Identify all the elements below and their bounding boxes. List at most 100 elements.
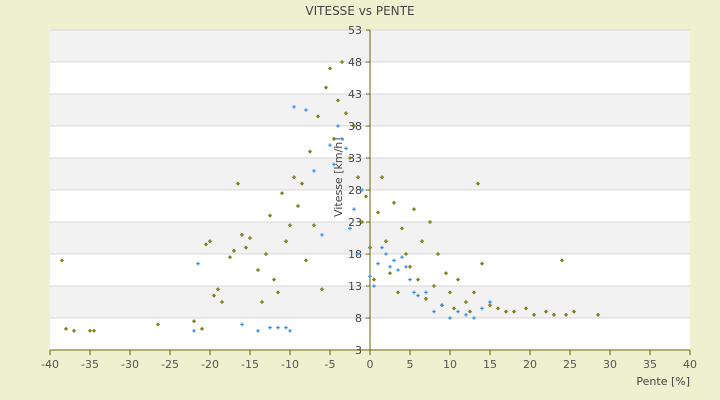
data-point [403,251,409,257]
data-point [331,136,337,141]
data-point [284,325,288,330]
chart-title: VITESSE vs PENTE [305,4,414,18]
data-point [472,316,476,320]
y-tick-label: 33 [348,152,362,165]
data-point [87,328,93,333]
data-point [340,137,344,141]
data-point [287,223,293,228]
data-point [407,264,413,269]
data-point [447,290,453,295]
data-point [199,326,205,331]
data-point [259,299,265,305]
data-point [239,232,245,237]
data-point [379,175,385,180]
y-tick-label: 28 [348,184,362,197]
data-point [480,306,484,311]
data-point [328,143,332,147]
data-point [343,111,349,116]
data-point [360,188,364,192]
y-tick-label: 8 [355,312,362,325]
x-tick-label: 40 [683,358,697,371]
data-point [312,169,316,173]
data-point [304,108,308,112]
data-point [231,248,237,253]
data-point [392,258,396,263]
data-point [207,239,213,244]
data-point [463,299,469,305]
data-point [375,210,381,215]
x-tick-label: -35 [81,358,99,371]
data-point [211,293,217,298]
data-point [356,252,360,256]
data-point [400,255,404,259]
x-tick-label: -10 [281,358,299,371]
data-point [59,258,65,263]
data-point [503,309,509,314]
data-point [279,191,285,196]
data-point [443,271,449,276]
data-point [191,319,197,324]
data-point [323,85,329,90]
data-point [363,194,369,199]
data-point [319,287,325,292]
data-point [307,149,313,154]
data-point [283,239,289,244]
data-point [563,312,569,317]
data-point [320,233,324,237]
data-point [243,245,249,250]
x-tick-label: -30 [121,358,139,371]
data-point [288,329,292,333]
data-point [471,290,477,295]
data-point [367,245,373,250]
data-point [495,306,501,311]
y-axis-label: Vitesse [km/h] [332,137,345,217]
data-point [352,207,356,211]
data-point [355,175,361,180]
x-tick-label: -25 [161,358,179,371]
x-tick-label: 5 [407,358,414,371]
data-point [427,219,433,225]
data-point [348,226,352,231]
data-point [408,277,412,282]
data-point [359,219,365,225]
data-point [559,258,565,263]
data-point [376,261,380,266]
x-axis-label: Pente [%] [636,375,690,388]
x-tick-label: 10 [443,358,457,371]
y-tick-label: 43 [348,88,362,101]
data-point [344,146,348,151]
data-point [256,329,260,333]
x-tick-label: -15 [241,358,259,371]
data-point [531,312,537,317]
data-point [235,181,241,186]
data-point [275,290,281,295]
data-point [227,255,233,260]
data-point [411,207,417,212]
x-tick-label: -20 [201,358,219,371]
data-point [456,309,460,314]
data-point [368,274,372,279]
data-point [387,271,393,276]
data-point [399,226,405,231]
data-point [336,124,340,128]
data-point [383,239,389,244]
data-point [391,200,397,205]
data-point [276,325,280,330]
data-point [487,303,493,308]
data-point [511,309,517,314]
data-point [415,277,421,282]
data-point [247,235,253,241]
x-tick-label: 20 [523,358,537,371]
x-tick-label: 15 [483,358,497,371]
x-tick-label: 30 [603,358,617,371]
data-point [488,300,492,304]
data-point [268,325,272,330]
data-point [467,309,473,314]
data-point [412,290,416,295]
data-point [432,309,436,314]
x-tick-label: -5 [325,358,336,371]
y-tick-label: 18 [348,248,362,261]
data-point [291,175,297,180]
data-point [404,265,408,269]
data-point [203,242,209,247]
